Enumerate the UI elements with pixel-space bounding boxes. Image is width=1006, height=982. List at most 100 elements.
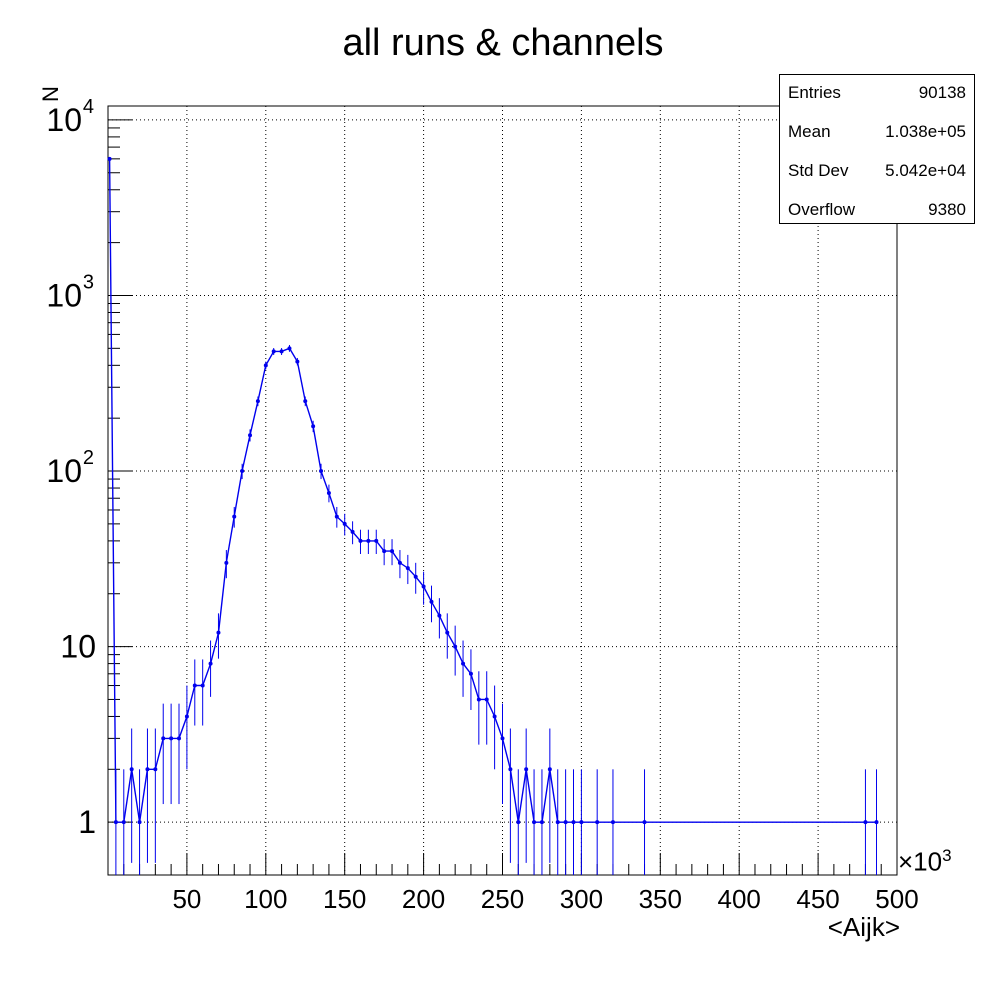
- data-point: [476, 697, 481, 702]
- data-point: [161, 736, 166, 741]
- data-point: [366, 538, 371, 543]
- stats-label: Mean: [788, 122, 831, 141]
- x-tick-label: 50: [172, 884, 201, 914]
- data-point: [555, 820, 560, 825]
- stats-value: 90138: [918, 83, 966, 102]
- stats-row-mean: Mean 1.038e+05: [788, 122, 966, 146]
- y-tick-exponent: 2: [83, 447, 94, 469]
- data-point: [453, 644, 458, 649]
- data-point: [342, 521, 347, 526]
- data-point: [200, 683, 205, 688]
- y-tick-label: 1: [78, 804, 96, 840]
- data-point: [468, 671, 473, 676]
- data-point: [279, 349, 284, 354]
- histogram-series: [107, 156, 879, 875]
- data-point: [121, 820, 126, 825]
- data-point: [319, 469, 324, 474]
- x-tick-label: 500: [875, 884, 918, 914]
- data-point: [287, 346, 292, 351]
- y-tick-exponent: 4: [83, 96, 94, 118]
- stats-value: 5.042e+04: [885, 161, 966, 180]
- data-point: [311, 424, 316, 429]
- y-tick-label: 10: [46, 453, 82, 489]
- data-point: [571, 820, 576, 825]
- data-point: [484, 697, 489, 702]
- stats-label: Std Dev: [788, 161, 849, 180]
- y-axis-label: N: [38, 86, 63, 102]
- data-point: [295, 359, 300, 364]
- data-point: [326, 490, 331, 495]
- x-tick-label: 150: [323, 884, 366, 914]
- y-tick-label: 10: [46, 277, 82, 313]
- x-axis-multiplier: ×103: [898, 846, 952, 878]
- data-point: [169, 736, 174, 741]
- data-point: [874, 820, 879, 825]
- stats-row-overflow: Overflow 9380: [788, 200, 966, 224]
- x-multiplier-base: ×10: [898, 846, 943, 877]
- data-point: [421, 584, 426, 589]
- x-tick-label: 450: [796, 884, 839, 914]
- data-point: [437, 613, 442, 618]
- data-point: [610, 820, 615, 825]
- data-point: [303, 399, 308, 404]
- data-point: [255, 399, 260, 404]
- y-tick-exponent: 3: [83, 271, 94, 293]
- data-point: [595, 820, 600, 825]
- x-tick-label: 400: [718, 884, 761, 914]
- data-point: [405, 566, 410, 571]
- data-point: [863, 820, 868, 825]
- histogram-line: [108, 158, 877, 823]
- data-point: [224, 560, 229, 565]
- x-multiplier-exponent: 3: [942, 846, 952, 865]
- data-point: [382, 549, 387, 554]
- data-point: [113, 820, 118, 825]
- stats-value: 9380: [928, 200, 966, 219]
- stats-value: 1.038e+05: [885, 122, 966, 141]
- data-point: [547, 767, 552, 772]
- data-point: [461, 661, 466, 666]
- y-tick-label: 10: [60, 629, 96, 665]
- x-tick-label: 100: [244, 884, 287, 914]
- data-point: [263, 363, 268, 368]
- data-point: [374, 538, 379, 543]
- data-point: [492, 714, 497, 719]
- data-point: [532, 820, 537, 825]
- data-point: [137, 820, 142, 825]
- data-point: [524, 767, 529, 772]
- data-point: [429, 599, 434, 604]
- data-point: [107, 156, 112, 161]
- data-point: [579, 820, 584, 825]
- stats-row-entries: Entries 90138: [788, 83, 966, 107]
- stats-box: Entries 90138 Mean 1.038e+05 Std Dev 5.0…: [779, 74, 975, 224]
- chart-title: all runs & channels: [342, 22, 664, 64]
- data-point: [248, 433, 253, 438]
- data-point: [350, 529, 355, 534]
- data-point: [153, 767, 158, 772]
- data-point: [508, 767, 513, 772]
- data-point: [271, 349, 276, 354]
- data-point: [563, 820, 568, 825]
- data-point: [358, 538, 363, 543]
- data-point: [240, 469, 245, 474]
- x-tick-label: 300: [560, 884, 603, 914]
- data-point: [500, 736, 505, 741]
- x-tick-label: 350: [639, 884, 682, 914]
- x-tick-label: 200: [402, 884, 445, 914]
- data-point: [145, 767, 150, 772]
- data-point: [177, 736, 182, 741]
- data-point: [129, 767, 134, 772]
- data-point: [334, 514, 339, 519]
- x-axis-label: <Aijk>: [827, 912, 900, 942]
- data-point: [192, 683, 197, 688]
- stats-row-stddev: Std Dev 5.042e+04: [788, 161, 966, 185]
- stats-label: Overflow: [788, 200, 856, 219]
- data-point: [642, 820, 647, 825]
- data-point: [445, 630, 450, 635]
- data-point: [516, 820, 521, 825]
- stats-label: Entries: [788, 83, 841, 102]
- data-point: [184, 714, 189, 719]
- data-point: [232, 514, 237, 519]
- data-point: [390, 549, 395, 554]
